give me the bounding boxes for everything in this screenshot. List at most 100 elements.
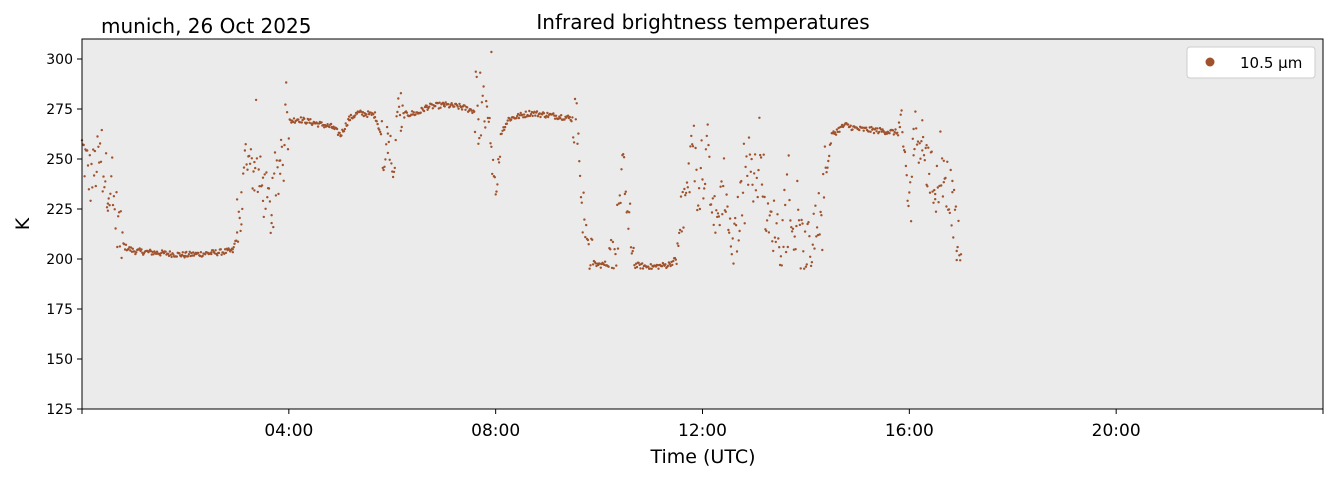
- data-point: [722, 184, 725, 188]
- data-point: [253, 160, 256, 164]
- data-point: [488, 116, 491, 120]
- data-point: [697, 204, 700, 207]
- data-point: [214, 249, 217, 252]
- y-axis-label: K: [12, 217, 34, 230]
- data-point: [149, 250, 153, 253]
- data-point: [134, 252, 137, 256]
- data-point: [385, 143, 388, 146]
- data-point: [105, 206, 109, 209]
- data-point: [566, 114, 570, 117]
- data-point: [796, 179, 799, 183]
- data-point: [348, 115, 351, 118]
- data-point: [442, 102, 446, 106]
- series-points: [80, 50, 963, 270]
- data-point: [829, 142, 833, 145]
- data-point: [270, 221, 273, 225]
- data-point: [609, 248, 612, 251]
- data-point: [944, 176, 947, 180]
- data-point: [724, 210, 727, 213]
- data-point: [892, 133, 895, 136]
- data-point: [258, 185, 261, 188]
- data-point: [238, 216, 241, 220]
- data-point: [484, 126, 487, 129]
- data-point: [116, 245, 119, 249]
- data-point: [937, 201, 940, 204]
- data-point: [299, 116, 303, 119]
- data-point: [641, 267, 645, 270]
- data-point: [536, 115, 540, 118]
- data-point: [607, 265, 610, 268]
- data-point: [231, 248, 234, 251]
- data-point: [497, 158, 500, 161]
- data-point: [940, 157, 944, 160]
- data-point: [888, 132, 891, 135]
- data-point: [779, 255, 783, 258]
- data-point: [516, 114, 519, 118]
- data-point: [891, 129, 895, 132]
- data-point: [691, 143, 694, 146]
- data-point: [942, 159, 945, 162]
- data-point: [743, 222, 746, 225]
- data-point: [443, 105, 446, 108]
- data-point: [242, 172, 245, 175]
- data-point: [903, 149, 906, 152]
- data-point: [896, 131, 899, 134]
- data-point: [765, 229, 768, 233]
- data-point: [491, 158, 495, 162]
- data-point: [510, 118, 513, 122]
- data-point: [834, 133, 838, 136]
- data-point: [588, 267, 591, 270]
- data-point: [348, 118, 352, 122]
- data-point: [756, 195, 759, 199]
- data-point: [328, 125, 331, 129]
- data-point: [505, 122, 509, 125]
- data-point: [689, 145, 692, 148]
- data-point: [533, 110, 536, 114]
- data-point: [332, 125, 335, 128]
- data-point: [391, 175, 395, 179]
- data-point: [388, 158, 391, 161]
- data-point: [679, 195, 683, 198]
- data-point: [912, 154, 915, 157]
- data-point: [732, 262, 735, 265]
- data-point: [522, 116, 525, 119]
- data-point: [624, 190, 627, 193]
- data-point: [580, 201, 583, 204]
- data-point: [466, 106, 469, 109]
- data-point: [727, 228, 730, 232]
- data-point: [490, 145, 493, 148]
- data-point: [684, 194, 687, 197]
- data-point: [897, 121, 901, 124]
- data-point: [250, 157, 253, 160]
- data-point: [682, 226, 685, 229]
- legend-marker: [1205, 57, 1215, 67]
- data-point: [702, 197, 705, 200]
- data-point: [181, 251, 184, 254]
- data-point: [568, 115, 571, 119]
- data-point: [790, 226, 793, 229]
- data-point: [921, 119, 924, 122]
- data-point: [284, 103, 287, 106]
- data-point: [928, 172, 931, 176]
- data-point: [260, 184, 264, 187]
- data-point: [747, 183, 750, 186]
- data-point: [103, 186, 106, 189]
- data-point: [169, 253, 172, 256]
- data-point: [708, 155, 711, 158]
- data-point: [379, 133, 383, 136]
- data-point: [570, 120, 573, 123]
- data-point: [438, 101, 441, 104]
- data-point: [474, 70, 477, 73]
- data-point: [755, 176, 758, 180]
- data-point: [553, 117, 557, 120]
- data-point: [676, 242, 679, 245]
- data-point: [815, 226, 819, 229]
- data-point: [715, 209, 718, 212]
- data-point: [485, 105, 489, 108]
- data-point: [614, 252, 617, 256]
- data-point: [235, 231, 239, 234]
- data-point: [245, 163, 248, 166]
- data-point: [268, 200, 272, 203]
- data-point: [783, 188, 786, 192]
- data-point: [448, 105, 452, 108]
